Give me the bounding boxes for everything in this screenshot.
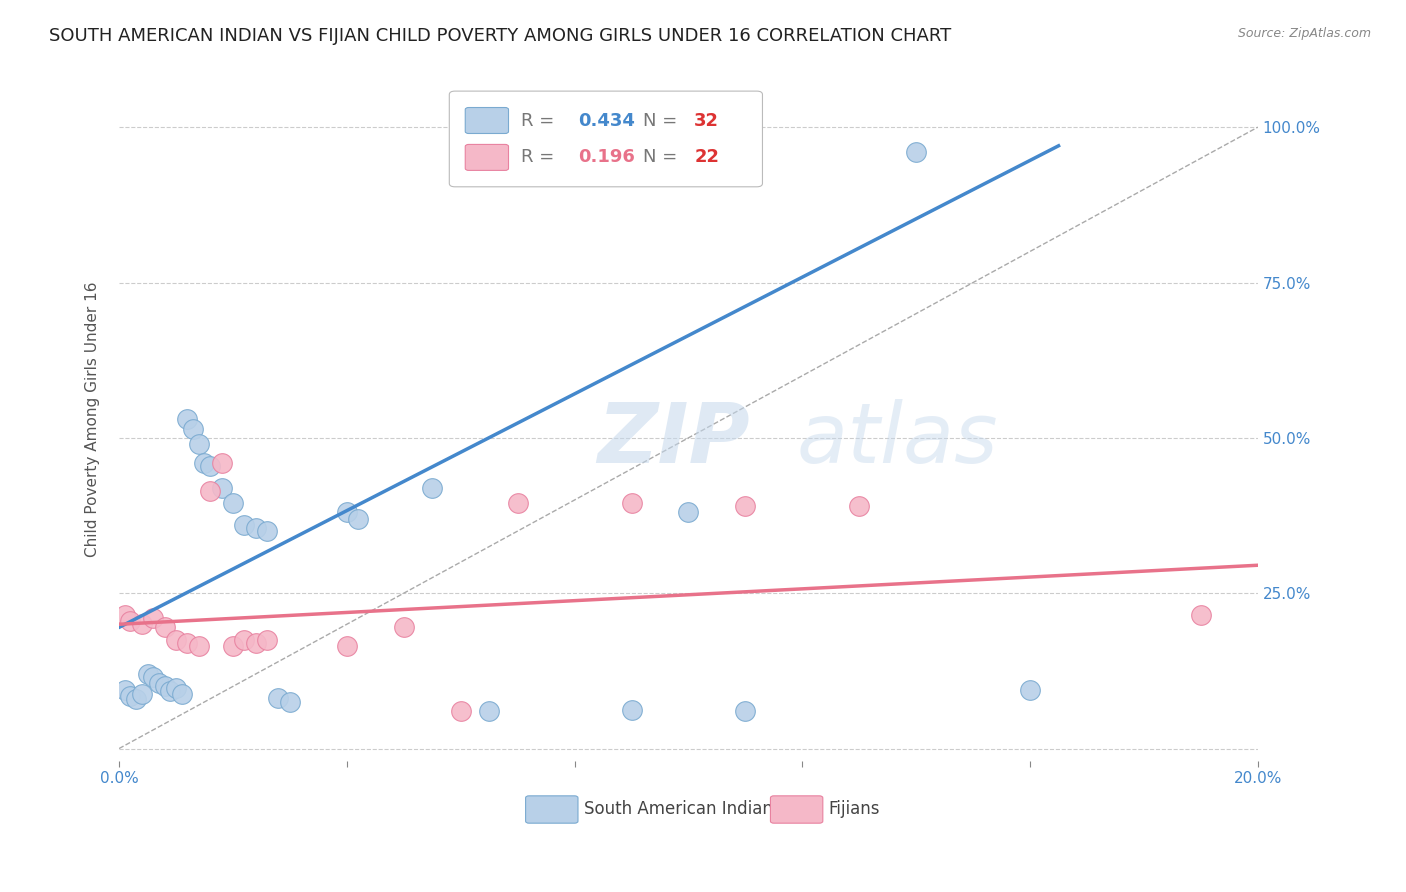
Text: 0.434: 0.434 xyxy=(578,112,636,129)
Point xyxy=(347,511,370,525)
Text: N =: N = xyxy=(643,148,683,167)
Point xyxy=(222,496,245,510)
Text: 22: 22 xyxy=(695,148,718,167)
Point xyxy=(114,682,136,697)
Point xyxy=(392,620,415,634)
Point xyxy=(620,703,643,717)
Text: R =: R = xyxy=(522,112,560,129)
Text: Source: ZipAtlas.com: Source: ZipAtlas.com xyxy=(1237,27,1371,40)
Text: R =: R = xyxy=(522,148,560,167)
Point xyxy=(336,639,359,653)
Y-axis label: Child Poverty Among Girls Under 16: Child Poverty Among Girls Under 16 xyxy=(86,282,100,557)
Point xyxy=(114,607,136,622)
Point xyxy=(256,524,278,538)
Point xyxy=(131,687,153,701)
Point xyxy=(620,496,643,510)
Point xyxy=(198,458,221,473)
Text: South American Indians: South American Indians xyxy=(583,800,782,818)
Point xyxy=(176,636,198,650)
Point xyxy=(165,681,187,695)
Point xyxy=(222,639,245,653)
FancyBboxPatch shape xyxy=(450,91,762,186)
Text: N =: N = xyxy=(643,112,683,129)
Point xyxy=(142,670,165,684)
Point xyxy=(120,614,142,628)
Text: 32: 32 xyxy=(695,112,718,129)
Point xyxy=(153,680,176,694)
Text: ZIP: ZIP xyxy=(598,400,749,480)
Text: Fijians: Fijians xyxy=(828,800,880,818)
Point xyxy=(153,620,176,634)
Point xyxy=(187,639,209,653)
Text: 0.196: 0.196 xyxy=(578,148,636,167)
Point xyxy=(267,690,290,705)
Point xyxy=(734,704,756,718)
Point xyxy=(181,421,204,435)
Point xyxy=(233,632,256,647)
FancyBboxPatch shape xyxy=(465,145,509,170)
Point xyxy=(506,496,529,510)
Point xyxy=(256,632,278,647)
Point xyxy=(245,521,267,535)
Point xyxy=(734,499,756,513)
Point xyxy=(198,483,221,498)
Text: SOUTH AMERICAN INDIAN VS FIJIAN CHILD POVERTY AMONG GIRLS UNDER 16 CORRELATION C: SOUTH AMERICAN INDIAN VS FIJIAN CHILD PO… xyxy=(49,27,952,45)
Point xyxy=(336,505,359,519)
Point xyxy=(142,611,165,625)
Point xyxy=(211,456,233,470)
Point xyxy=(176,412,198,426)
Point xyxy=(165,632,187,647)
FancyBboxPatch shape xyxy=(526,796,578,823)
Point xyxy=(905,145,928,159)
Point xyxy=(233,517,256,532)
FancyBboxPatch shape xyxy=(770,796,823,823)
Text: atlas: atlas xyxy=(797,400,998,480)
Point xyxy=(848,499,870,513)
Point xyxy=(193,456,215,470)
Point xyxy=(120,689,142,703)
Point xyxy=(131,617,153,632)
Point xyxy=(478,704,501,718)
Point xyxy=(136,667,159,681)
Point xyxy=(187,437,209,451)
Point xyxy=(125,691,148,706)
Point xyxy=(148,676,170,690)
Point xyxy=(245,636,267,650)
Point xyxy=(678,505,700,519)
Point xyxy=(159,684,181,698)
FancyBboxPatch shape xyxy=(465,108,509,134)
Point xyxy=(170,687,193,701)
Point xyxy=(1189,607,1212,622)
Point xyxy=(420,481,443,495)
Point xyxy=(450,704,472,718)
Point xyxy=(1019,682,1042,697)
Point xyxy=(211,481,233,495)
Point xyxy=(278,695,301,709)
